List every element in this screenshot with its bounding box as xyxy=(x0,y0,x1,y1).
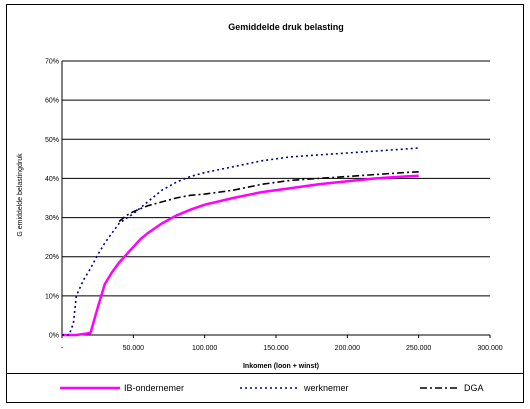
y-tick-label: 60% xyxy=(45,98,59,105)
x-tick-label: 100.000 xyxy=(192,345,217,352)
x-tick-label: 300.000 xyxy=(477,345,502,352)
y-tick-label: 70% xyxy=(45,59,59,66)
x-tick-label: 200.000 xyxy=(335,345,360,352)
y-tick-label: 0% xyxy=(49,333,59,340)
y-tick-label: 20% xyxy=(45,254,59,261)
series-line-ib-ondernemer xyxy=(62,174,419,337)
y-tick-label: 30% xyxy=(45,215,59,222)
x-tick-label: - xyxy=(61,345,64,352)
y-tick-labels: 0% 10% 20% 30% 40% 50% 60% 70% xyxy=(45,59,59,340)
series-line-dga xyxy=(118,171,419,223)
series-lines xyxy=(62,147,419,337)
x-tick-labels: - 50.000 100.000 150.000 200.000 250.000 300.0… xyxy=(61,345,503,352)
gridlines xyxy=(61,60,491,338)
x-tick-label: 50.000 xyxy=(123,345,145,352)
chart-title: Gemiddelde druk belasting xyxy=(228,22,344,32)
x-axis-label: Inkomen (loon + winst) xyxy=(243,363,319,370)
y-tick-label: 40% xyxy=(45,176,59,183)
x-tick-label: 250.000 xyxy=(406,345,431,352)
legend xyxy=(6,373,524,403)
y-tick-label: 50% xyxy=(45,137,59,144)
y-axis-label: G emiddelde belastingdruk xyxy=(17,153,24,237)
chart-frame xyxy=(6,4,524,402)
x-tick-label: 150.000 xyxy=(263,345,288,352)
series-line-werknemer xyxy=(62,147,419,336)
y-tick-label: 10% xyxy=(45,293,59,300)
